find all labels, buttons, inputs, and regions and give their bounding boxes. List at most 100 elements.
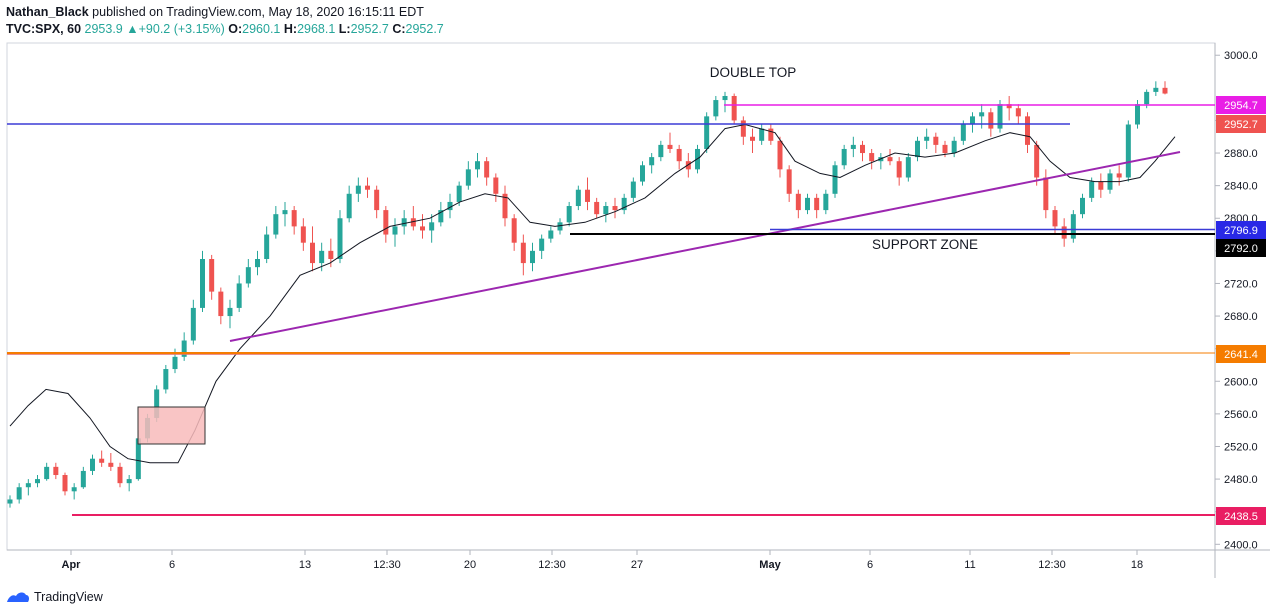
candle: [566, 201, 572, 227]
time-tick-label: 6: [169, 559, 175, 571]
candle-body: [126, 479, 132, 484]
candle-body: [731, 95, 737, 121]
candle: [1162, 81, 1168, 95]
candle-body: [777, 140, 783, 170]
candle: [731, 93, 737, 125]
candle-body: [988, 112, 994, 129]
symbol: TVC:SPX, 60: [6, 22, 82, 36]
candle: [539, 234, 545, 260]
author-name[interactable]: Nathan_Black: [6, 5, 89, 19]
candle: [832, 161, 838, 198]
candle: [640, 161, 645, 186]
candle: [1025, 112, 1030, 154]
candle: [667, 132, 673, 154]
candle-body: [520, 242, 526, 264]
candle-body: [484, 161, 490, 178]
candle-body: [447, 201, 453, 211]
candle-body: [62, 475, 68, 492]
support-zone-annotation: SUPPORT ZONE: [872, 237, 978, 252]
candle-body: [612, 206, 618, 211]
candle-body: [108, 462, 114, 467]
candle-body: [915, 140, 920, 158]
price-label-2438-5: 2438.5: [1216, 507, 1266, 525]
candle-body: [1006, 104, 1012, 109]
candle: [768, 124, 774, 145]
candle: [62, 472, 68, 496]
candle-body: [273, 214, 279, 235]
up-arrow-icon: ▲: [126, 22, 139, 36]
candle: [530, 242, 535, 272]
price-label-bg: [1216, 239, 1266, 257]
candle-body: [557, 222, 563, 231]
candle: [255, 250, 260, 276]
candle: [860, 140, 865, 162]
time-tick-label: 12:30: [373, 559, 401, 571]
candle: [878, 153, 884, 170]
candle: [1006, 95, 1012, 121]
time-tick-label: 18: [1131, 559, 1143, 571]
candle: [310, 226, 315, 272]
candle: [740, 116, 746, 145]
candle: [915, 136, 920, 162]
candle-body: [667, 144, 673, 149]
candle-body: [1089, 181, 1095, 198]
candle-body: [282, 210, 288, 215]
candle: [841, 144, 847, 170]
candle-body: [530, 250, 535, 264]
footer: TradingView: [6, 588, 103, 606]
price-tick-label: 2480.0: [1224, 474, 1258, 486]
candle-body: [502, 193, 508, 219]
candle: [1015, 104, 1021, 125]
price-tick-label: 2600.0: [1224, 376, 1258, 388]
candle: [80, 466, 86, 489]
candle-body: [1034, 144, 1040, 178]
candle-body: [1116, 173, 1122, 178]
candle: [44, 462, 50, 481]
candle: [612, 197, 618, 219]
candle-body: [135, 438, 141, 480]
candle: [1070, 210, 1076, 243]
candle-body: [236, 283, 242, 308]
candle: [786, 165, 792, 202]
candle: [420, 214, 425, 239]
time-tick-label: 12:30: [538, 559, 566, 571]
candle-body: [805, 197, 810, 211]
candle-body: [1153, 87, 1159, 92]
candle: [1125, 120, 1131, 182]
candle-body: [7, 499, 13, 504]
candle-body: [511, 218, 517, 243]
candle: [236, 275, 242, 312]
candle-body: [713, 100, 719, 117]
candle-body: [438, 210, 444, 223]
candle: [117, 462, 123, 488]
candle-body: [585, 189, 590, 202]
candle-body: [465, 169, 471, 186]
candle: [887, 148, 893, 166]
price-tick-label: 2560.0: [1224, 409, 1258, 421]
candle: [99, 450, 105, 467]
candle: [1080, 193, 1085, 219]
candle: [374, 185, 380, 219]
candle: [475, 153, 480, 178]
candle: [869, 148, 875, 170]
plot-frame: [6, 42, 1216, 551]
candle: [805, 193, 810, 215]
candle: [951, 136, 957, 158]
candle: [25, 479, 31, 496]
price-label-2796-9: 2796.9: [1216, 221, 1266, 239]
candle-body: [1061, 226, 1067, 239]
candle: [392, 218, 398, 247]
candle-body: [869, 153, 875, 162]
candle: [575, 185, 581, 211]
brand-name[interactable]: TradingView: [34, 590, 103, 604]
candle: [585, 177, 590, 211]
drawings: [7, 104, 1215, 516]
candle: [795, 189, 801, 219]
price-label-2792-0: 2792.0: [1216, 239, 1266, 257]
price-label-2641-4: 2641.4: [1216, 345, 1266, 363]
candle: [200, 250, 205, 312]
candle-body: [190, 307, 196, 341]
candle-body: [951, 140, 957, 154]
candle: [988, 108, 994, 137]
